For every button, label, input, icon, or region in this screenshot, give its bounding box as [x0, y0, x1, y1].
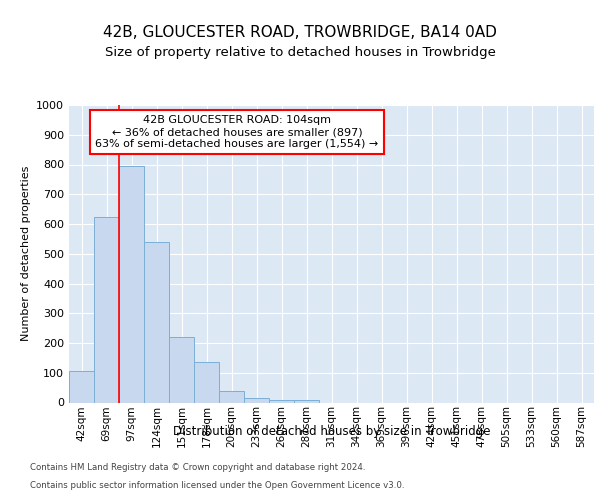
Y-axis label: Number of detached properties: Number of detached properties: [20, 166, 31, 342]
Bar: [244, 398, 269, 402]
Text: Contains public sector information licensed under the Open Government Licence v3: Contains public sector information licen…: [30, 480, 404, 490]
Bar: [169, 337, 194, 402]
Bar: [269, 400, 294, 402]
Text: 42B, GLOUCESTER ROAD, TROWBRIDGE, BA14 0AD: 42B, GLOUCESTER ROAD, TROWBRIDGE, BA14 0…: [103, 25, 497, 40]
Bar: [94, 216, 119, 402]
Bar: [69, 372, 94, 402]
Bar: [194, 362, 219, 403]
Bar: [144, 242, 169, 402]
Text: Distribution of detached houses by size in Trowbridge: Distribution of detached houses by size …: [173, 424, 491, 438]
Bar: [294, 400, 319, 402]
Text: Size of property relative to detached houses in Trowbridge: Size of property relative to detached ho…: [104, 46, 496, 59]
Text: Contains HM Land Registry data © Crown copyright and database right 2024.: Contains HM Land Registry data © Crown c…: [30, 463, 365, 472]
Text: 42B GLOUCESTER ROAD: 104sqm
← 36% of detached houses are smaller (897)
63% of se: 42B GLOUCESTER ROAD: 104sqm ← 36% of det…: [95, 116, 379, 148]
Bar: [219, 390, 244, 402]
Bar: [119, 166, 144, 402]
